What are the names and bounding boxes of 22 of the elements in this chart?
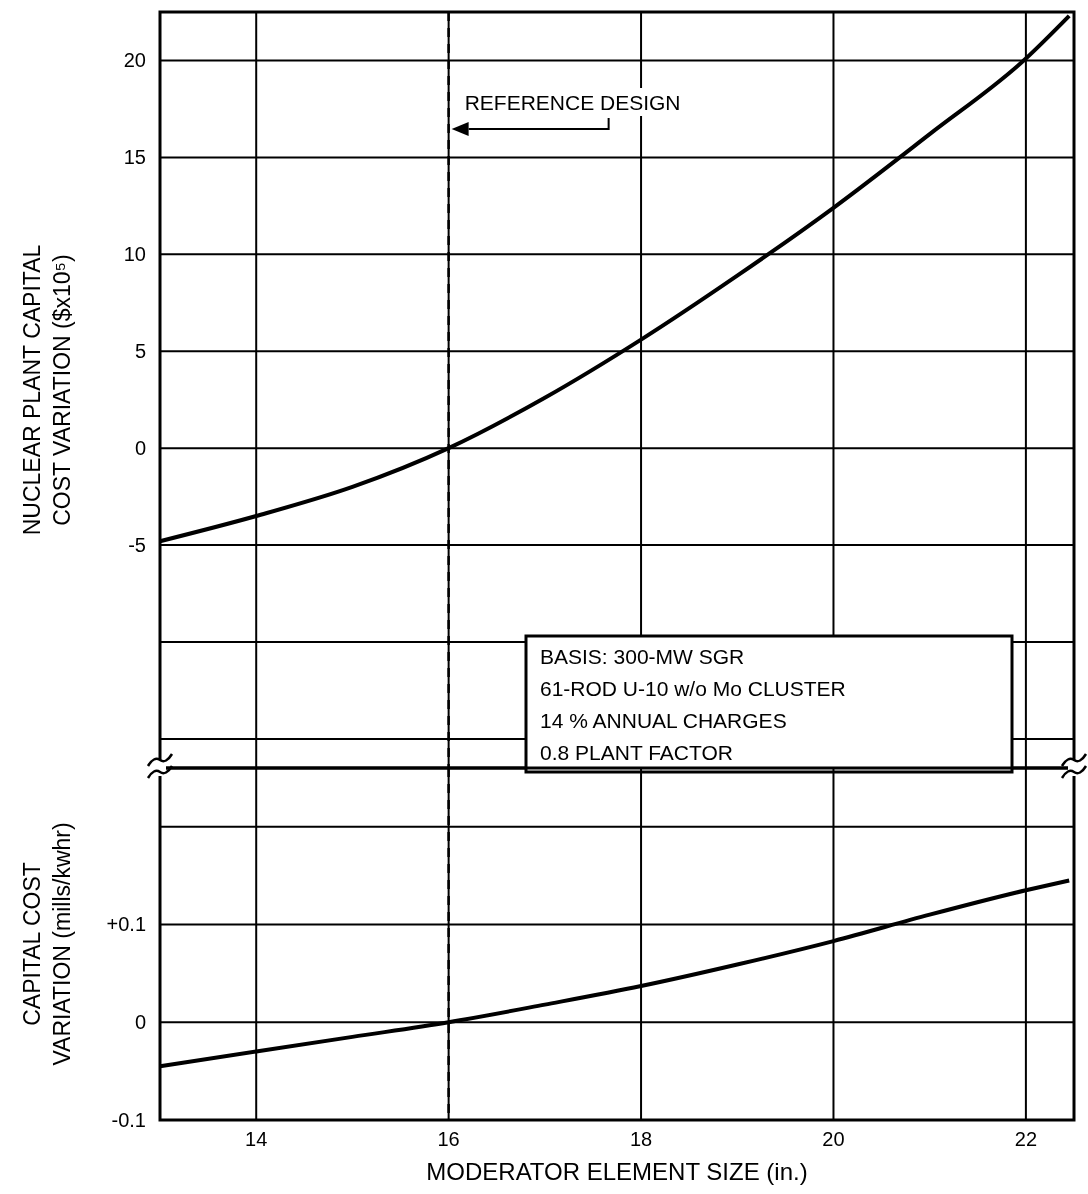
y-tick-label: 0 [134,1011,146,1034]
ref-line-label: REFERENCE DESIGN [464,91,681,114]
y-tick-label: -0.1 [111,1109,146,1131]
x-tick-label: 18 [629,1128,653,1150]
y-tick-label: +0.1 [106,913,146,936]
annotation: BASIS: 300-MW SGR [540,645,745,668]
x-axis-title: MODERATOR ELEMENT SIZE (in.) [426,1158,808,1185]
annotation: 61-ROD U-10 w/o Mo CLUSTER [540,677,846,700]
y-tick-label: 0 [134,437,146,460]
y-tick-label: 5 [134,340,146,363]
y-tick-label: 20 [123,49,146,72]
y-tick-label: -5 [128,534,146,557]
y-axis-title: NUCLEAR PLANT CAPITAL COST VARIATION ($x10⁵) [19,244,75,536]
x-tick-label: 16 [437,1128,460,1150]
y-tick-label: 15 [123,146,146,169]
annotation: 14 % ANNUAL CHARGES [540,709,787,732]
y-tick-label: 10 [123,243,146,266]
annotation: 0.8 PLANT FACTOR [540,741,733,764]
x-tick-label: 20 [822,1128,845,1150]
x-tick-label: 14 [245,1128,268,1150]
x-tick-label: 22 [1014,1128,1038,1150]
y-axis-title: CAPITAL COST VARIATION (mills/kwhr) [19,822,75,1066]
